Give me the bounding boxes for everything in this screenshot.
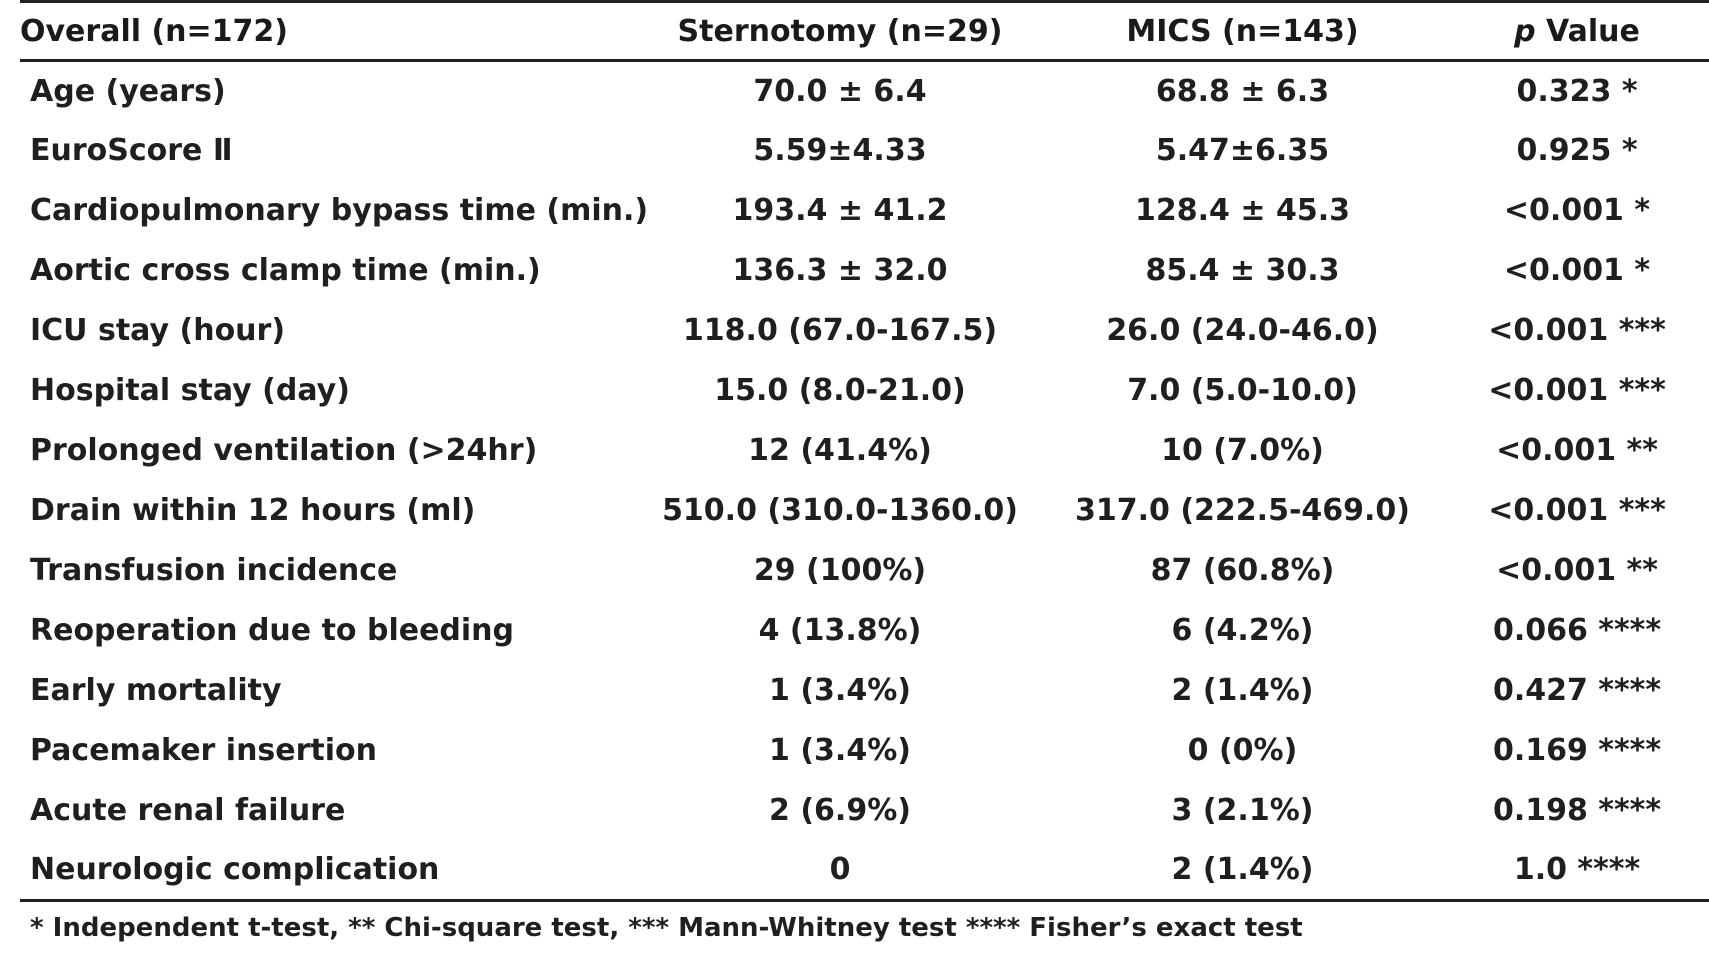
results-table-container: Overall (n=172) Sternotomy (n=29) MICS (…	[20, 0, 1709, 902]
cell-sternotomy: 2 (6.9%)	[769, 793, 911, 828]
cell-sternotomy: 12 (41.4%)	[748, 433, 932, 468]
cell-sternotomy: 118.0 (67.0-167.5)	[682, 313, 998, 348]
row-label: Early mortality	[30, 673, 282, 708]
header-overall: Overall (n=172)	[20, 0, 640, 62]
row-label: Drain within 12 hours (ml)	[30, 493, 476, 528]
cell-p-value: 1.0 ****	[1445, 840, 1709, 902]
row-label: Reoperation due to bleeding	[30, 613, 515, 648]
results-table: Overall (n=172) Sternotomy (n=29) MICS (…	[20, 0, 1709, 902]
cell-mics: 2 (1.4%)	[1040, 840, 1445, 902]
row-label: Neurologic complication	[20, 840, 640, 902]
table-row: Age (years) 70.0 ± 6.4 68.8 ± 6.3 0.323 …	[20, 61, 1709, 121]
cell-sternotomy: 136.3 ± 32.0	[732, 253, 948, 288]
cell-mics: 128.4 ± 45.3	[1135, 193, 1350, 228]
cell-sternotomy: 1 (3.4%)	[769, 673, 911, 708]
cell-mics: 6 (4.2%)	[1171, 613, 1314, 648]
cell-p-value: <0.001 **	[1496, 433, 1658, 468]
cell-p-value: 0.169 ****	[1492, 733, 1662, 768]
cell-mics: 5.47±6.35	[1155, 133, 1330, 168]
row-label: Acute renal failure	[30, 793, 346, 828]
cell-sternotomy: 15.0 (8.0-21.0)	[714, 373, 966, 408]
table-body: Age (years) 70.0 ± 6.4 68.8 ± 6.3 0.323 …	[20, 61, 1709, 902]
row-label: Aortic cross clamp time (min.)	[30, 253, 541, 288]
header-sternotomy: Sternotomy (n=29)	[640, 0, 1040, 62]
table-row: Hospital stay (day) 15.0 (8.0-21.0) 7.0 …	[20, 361, 1709, 421]
table-row: Aortic cross clamp time (min.) 136.3 ± 3…	[20, 241, 1709, 301]
row-label: Cardiopulmonary bypass time (min.)	[30, 193, 649, 228]
cell-p-value: 0.198 ****	[1492, 793, 1662, 828]
cell-mics: 2 (1.4%)	[1171, 673, 1314, 708]
cell-p-value: <0.001 *	[1503, 253, 1651, 288]
table-row: Prolonged ventilation (>24hr) 12 (41.4%)…	[20, 421, 1709, 481]
header-row: Overall (n=172) Sternotomy (n=29) MICS (…	[20, 0, 1709, 62]
table-row: Early mortality 1 (3.4%) 2 (1.4%) 0.427 …	[20, 661, 1709, 721]
table-row: Acute renal failure 2 (6.9%) 3 (2.1%) 0.…	[20, 781, 1709, 841]
cell-sternotomy: 4 (13.8%)	[758, 613, 922, 648]
cell-p-value: <0.001 ***	[1488, 373, 1666, 408]
cell-p-value: <0.001 **	[1496, 553, 1658, 588]
cell-p-value: 0.925 *	[1516, 133, 1638, 168]
row-label: EuroScore Ⅱ	[30, 133, 233, 168]
cell-sternotomy: 510.0 (310.0-1360.0)	[662, 493, 1018, 528]
header-p-italic: p	[1514, 13, 1536, 49]
cell-sternotomy: 0	[640, 840, 1040, 902]
cell-mics: 3 (2.1%)	[1171, 793, 1314, 828]
cell-mics: 7.0 (5.0-10.0)	[1127, 373, 1358, 408]
cell-mics: 87 (60.8%)	[1150, 553, 1335, 588]
row-label: ICU stay (hour)	[30, 313, 286, 348]
header-mics: MICS (n=143)	[1040, 0, 1445, 62]
cell-mics: 85.4 ± 30.3	[1145, 253, 1340, 288]
cell-p-value: 0.066 ****	[1492, 613, 1662, 648]
table-row: Neurologic complication 0 2 (1.4%) 1.0 *…	[20, 840, 1709, 902]
cell-mics: 26.0 (24.0-46.0)	[1106, 313, 1379, 348]
table-row: Transfusion incidence 29 (100%) 87 (60.8…	[20, 541, 1709, 601]
cell-sternotomy: 5.59±4.33	[753, 133, 927, 168]
cell-p-value: 0.427 ****	[1492, 673, 1662, 708]
row-label: Age (years)	[30, 73, 226, 109]
cell-p-value: <0.001 ***	[1488, 313, 1666, 348]
header-p-value: p Value	[1445, 0, 1709, 62]
table-row: Reoperation due to bleeding 4 (13.8%) 6 …	[20, 601, 1709, 661]
table-row: EuroScore Ⅱ 5.59±4.33 5.47±6.35 0.925 *	[20, 121, 1709, 181]
row-label: Transfusion incidence	[30, 553, 398, 588]
cell-p-value: 0.323 *	[1516, 73, 1638, 109]
header-p-rest: Value	[1535, 13, 1640, 49]
cell-sternotomy: 193.4 ± 41.2	[732, 193, 948, 228]
row-label: Hospital stay (day)	[30, 373, 350, 408]
table-header: Overall (n=172) Sternotomy (n=29) MICS (…	[20, 0, 1709, 62]
table-row: ICU stay (hour) 118.0 (67.0-167.5) 26.0 …	[20, 301, 1709, 361]
cell-sternotomy: 1 (3.4%)	[769, 733, 911, 768]
cell-mics: 317.0 (222.5-469.0)	[1075, 493, 1410, 528]
cell-sternotomy: 29 (100%)	[753, 553, 927, 588]
cell-p-value: <0.001 *	[1503, 193, 1651, 228]
table-row: Pacemaker insertion 1 (3.4%) 0 (0%) 0.16…	[20, 721, 1709, 781]
cell-p-value: <0.001 ***	[1488, 493, 1666, 528]
table-row: Cardiopulmonary bypass time (min.) 193.4…	[20, 181, 1709, 241]
cell-sternotomy: 70.0 ± 6.4	[753, 73, 927, 109]
cell-mics: 0 (0%)	[1187, 733, 1298, 768]
row-label: Pacemaker insertion	[30, 733, 378, 768]
cell-mics: 10 (7.0%)	[1161, 433, 1324, 468]
row-label: Prolonged ventilation (>24hr)	[30, 433, 538, 468]
table-row: Drain within 12 hours (ml) 510.0 (310.0-…	[20, 481, 1709, 541]
table-footnote: * Independent t-test, ** Chi-square test…	[30, 913, 1303, 943]
cell-mics: 68.8 ± 6.3	[1155, 73, 1330, 109]
